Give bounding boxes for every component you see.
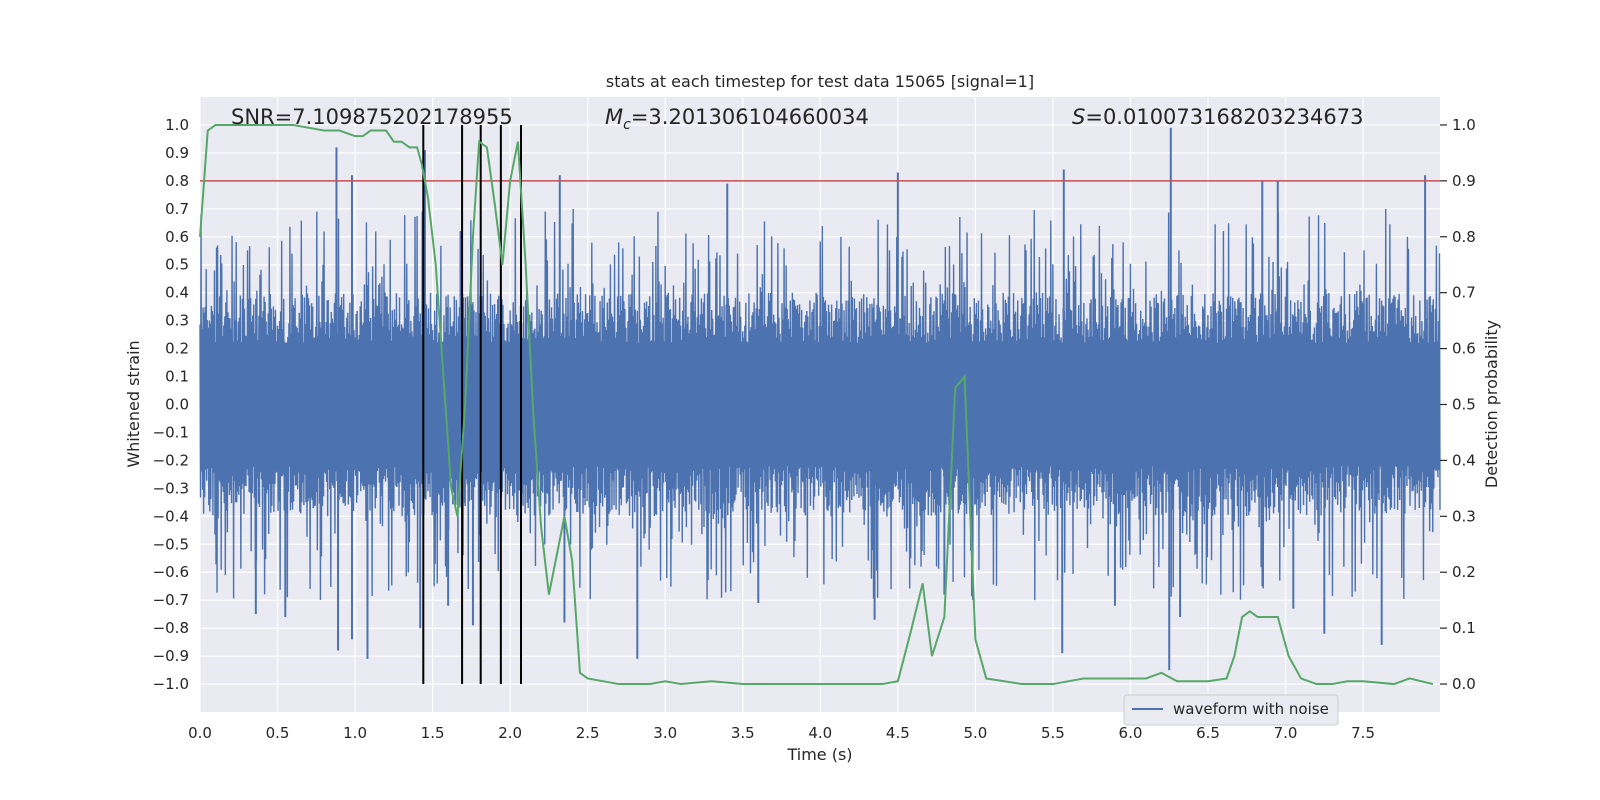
x-tick-label: 2.0 <box>498 724 522 742</box>
y-axis-left-title: Whitened strain <box>124 340 143 467</box>
y-left-tick-label: 0.3 <box>165 312 189 330</box>
chirp-mass-annotation: Mc=3.201306104660034 <box>605 105 869 133</box>
y-left-tick-label: −1.0 <box>153 675 189 693</box>
x-tick-label: 2.5 <box>576 724 600 742</box>
y-left-tick-label: −0.1 <box>153 423 189 441</box>
y-left-tick-label: 0.8 <box>165 172 189 190</box>
y-right-tick-label: 0.3 <box>1452 507 1476 525</box>
y-left-tick-label: 0.5 <box>165 256 189 274</box>
y-left-tick-label: 0.4 <box>165 284 189 302</box>
snr-annotation: SNR=7.109875202178955 <box>231 105 513 129</box>
x-tick-label: 1.0 <box>343 724 367 742</box>
y-right-tick-label: 0.2 <box>1452 563 1476 581</box>
x-tick-label: 3.5 <box>731 724 755 742</box>
y-left-tick-label: −0.7 <box>153 591 189 609</box>
y-left-tick-label: −0.5 <box>153 535 189 553</box>
s-value: =0.010073168203234673 <box>1085 105 1363 129</box>
x-tick-label: 0.0 <box>188 724 212 742</box>
probability-line <box>199 123 1434 686</box>
mc-value: =3.201306104660034 <box>631 105 869 129</box>
y-right-tick-label: 1.0 <box>1452 116 1476 134</box>
waveform-core-band <box>200 348 1440 461</box>
legend-label-waveform: waveform with noise <box>1173 700 1329 718</box>
y-right-tick-label: 0.9 <box>1452 172 1476 190</box>
mc-symbol: M <box>605 105 623 129</box>
legend: waveform with noise <box>1123 694 1339 726</box>
x-tick-label: 6.5 <box>1196 724 1220 742</box>
y-left-tick-label: −0.2 <box>153 451 189 469</box>
s-symbol: S <box>1072 105 1085 129</box>
s-annotation: S=0.010073168203234673 <box>1072 105 1363 129</box>
y-right-tick-label: 0.0 <box>1452 675 1476 693</box>
y-left-tick-label: −0.3 <box>153 479 189 497</box>
y-left-tick-label: 0.9 <box>165 144 189 162</box>
y-left-tick-label: −0.6 <box>153 563 189 581</box>
y-left-tick-label: 0.6 <box>165 228 189 246</box>
y-axis-right-ticks: 1.0 0.9 0.8 0.7 0.6 0.5 0.4 0.3 0.2 0.1 0.0 <box>1440 116 1476 693</box>
y-right-tick-label: 0.6 <box>1452 340 1476 358</box>
y-right-tick-label: 0.8 <box>1452 228 1476 246</box>
x-tick-label: 7.0 <box>1274 724 1298 742</box>
y-left-tick-label: 1.0 <box>165 116 189 134</box>
y-left-tick-label: 0.2 <box>165 340 189 358</box>
x-tick-label: 6.0 <box>1119 724 1143 742</box>
y-right-tick-label: 0.1 <box>1452 619 1476 637</box>
x-tick-label: 7.5 <box>1351 724 1375 742</box>
legend-box <box>1123 694 1339 726</box>
y-axis-right-title: Detection probability <box>1482 320 1501 488</box>
x-tick-label: 0.5 <box>266 724 290 742</box>
x-tick-label: 5.0 <box>963 724 987 742</box>
y-left-tick-label: 0.7 <box>165 200 189 218</box>
y-left-tick-label: −0.4 <box>153 507 189 525</box>
chart-title: stats at each timestep for test data 150… <box>606 72 1034 91</box>
x-tick-label: 4.0 <box>808 724 832 742</box>
x-axis-title: Time (s) <box>786 745 852 764</box>
x-tick-label: 5.5 <box>1041 724 1065 742</box>
vertical-markers <box>422 124 523 685</box>
y-right-tick-label: 0.7 <box>1452 284 1476 302</box>
x-axis-ticks: 0.0 0.5 1.0 1.5 2.0 2.5 3.0 3.5 4.0 4.5 5.0 5.5 6.0 6… <box>188 724 1375 742</box>
x-tick-label: 3.0 <box>653 724 677 742</box>
y-right-tick-label: 0.5 <box>1452 396 1476 414</box>
x-tick-label: 4.5 <box>886 724 910 742</box>
y-right-tick-label: 0.4 <box>1452 451 1476 469</box>
mc-subscript: c <box>623 117 631 133</box>
y-left-tick-label: 0.1 <box>165 368 189 386</box>
y-left-tick-label: −0.8 <box>153 619 189 637</box>
y-left-tick-label: −0.9 <box>153 647 189 665</box>
y-left-tick-label: 0.0 <box>165 396 189 414</box>
x-tick-label: 1.5 <box>421 724 445 742</box>
waveform-series <box>199 127 1441 671</box>
probability-series <box>199 123 1434 686</box>
y-axis-left-ticks: 1.0 0.9 0.8 0.7 0.6 0.5 0.4 0.3 0.2 0.1 0.0 −0.1 −0.… <box>153 116 189 693</box>
